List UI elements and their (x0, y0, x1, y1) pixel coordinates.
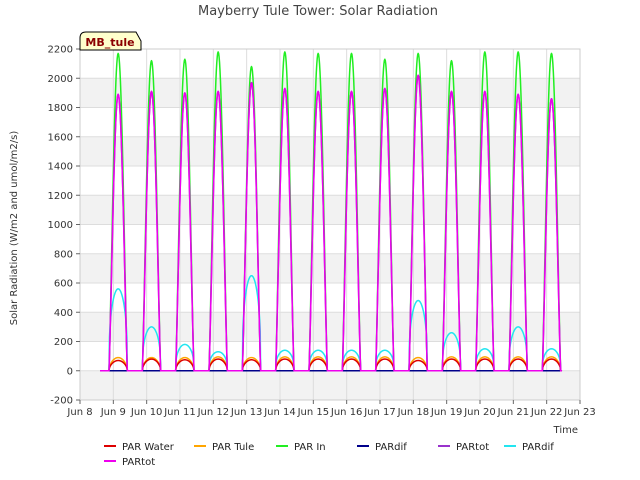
legend: PAR Water PAR Tule PAR In PARdif PARtot PARdi… (104, 442, 554, 468)
x-tick-label: Jun 21 (497, 407, 530, 418)
legend-label: PARtot (456, 442, 489, 453)
legend-label: PARtot (122, 457, 155, 468)
plot-band (80, 253, 580, 283)
x-tick-label: Jun 13 (230, 407, 263, 418)
plot-band (80, 312, 580, 342)
plot-band (80, 224, 580, 254)
plot-background (80, 49, 580, 400)
plot-band (80, 341, 580, 371)
plot-band (80, 107, 580, 137)
plot-band (80, 370, 580, 400)
chart-title: Mayberry Tule Tower: Solar Radiation (198, 4, 438, 19)
legend-label: PAR Water (122, 442, 175, 453)
legend-label: PAR Tule (212, 442, 254, 453)
x-tick-label: Jun 12 (197, 407, 230, 418)
x-tick-label: Jun 19 (430, 407, 463, 418)
legend-label: PAR In (294, 442, 326, 453)
y-tick-label: 800 (54, 249, 73, 260)
plot-band (80, 136, 580, 166)
x-tick-label: Jun 9 (100, 407, 126, 418)
x-tick-label: Jun 15 (297, 407, 330, 418)
y-tick-label: -200 (50, 396, 73, 407)
y-tick-label: 1800 (48, 103, 73, 114)
y-tick-label: 2200 (48, 45, 73, 56)
y-tick-label: 2000 (48, 74, 73, 85)
legend-label: PARdif (375, 442, 407, 453)
legend-label: PARdif (522, 442, 554, 453)
x-tick-label: Jun 8 (66, 407, 92, 418)
y-tick-label: 1400 (48, 162, 73, 173)
x-tick-label: Jun 11 (163, 407, 196, 418)
x-tick-label: Jun 22 (530, 407, 563, 418)
x-tick-label: Jun 16 (330, 407, 363, 418)
y-axis-ticks: -200 0 200 400 600 800 1000 1200 1400 1600 1800 200… (48, 45, 80, 407)
x-tick-label: Jun 20 (463, 407, 496, 418)
x-axis-label: Time (553, 425, 578, 436)
plot-band (80, 166, 580, 196)
x-tick-label: Jun 14 (263, 407, 296, 418)
x-axis-ticks: Jun 8 Jun 9 Jun 10 Jun 11 Jun 12 Jun 13 Jun 14… (66, 400, 596, 418)
y-tick-label: 1000 (48, 220, 73, 231)
series-line-partot (100, 74, 563, 372)
y-axis-label: Solar Radiation (W/m2 and umol/m2/s) (9, 131, 20, 326)
plot-band (80, 195, 580, 225)
plot-band (80, 78, 580, 108)
x-tick-label: Jun 23 (563, 407, 596, 418)
site-tag: MB_tule (79, 31, 142, 51)
x-tick-label: Jun 18 (397, 407, 430, 418)
x-tick-label: Jun 17 (363, 407, 396, 418)
x-tick-label: Jun 10 (130, 407, 163, 418)
y-tick-label: 1600 (48, 132, 73, 143)
y-tick-label: 200 (54, 337, 73, 348)
y-tick-label: 400 (54, 308, 73, 319)
series-layer (100, 51, 563, 372)
y-tick-label: 0 (67, 366, 73, 377)
plot-band (80, 283, 580, 313)
site-tag-label: MB_tule (85, 36, 134, 49)
plot-band (80, 49, 580, 79)
y-tick-label: 1200 (48, 191, 73, 202)
y-tick-label: 600 (54, 279, 73, 290)
